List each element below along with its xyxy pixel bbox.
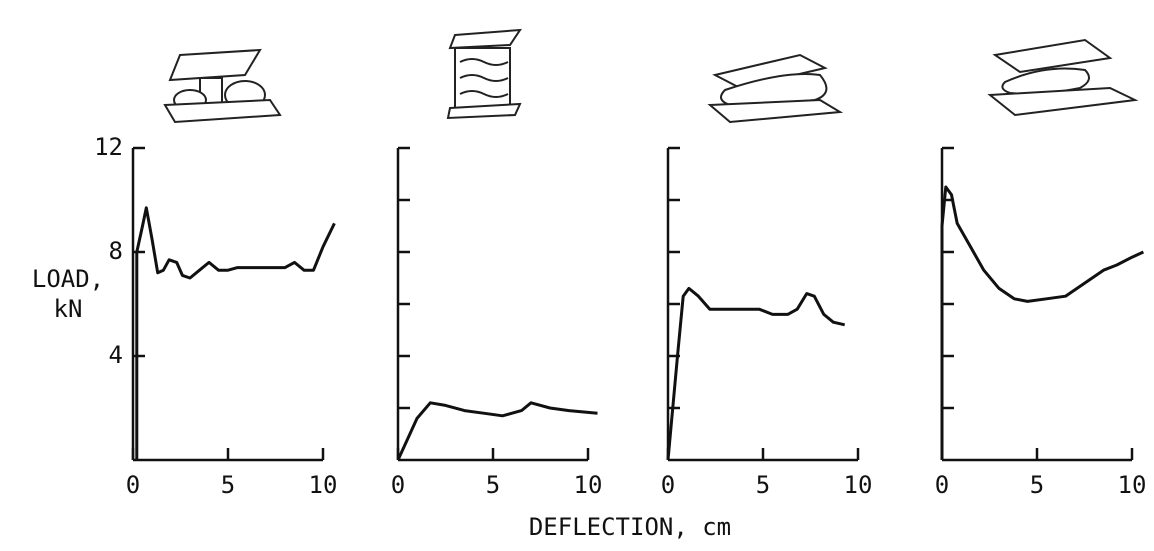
y-axis-label: kN xyxy=(54,295,83,323)
load-curve xyxy=(666,286,846,461)
x-tick-label: 10 xyxy=(574,471,603,499)
x-tick-label: 10 xyxy=(844,471,873,499)
x-tick-label: 5 xyxy=(486,471,500,499)
y-tick-label: 12 xyxy=(94,133,123,161)
x-tick-label: 5 xyxy=(221,471,235,499)
x-tick-label: 5 xyxy=(1030,471,1044,499)
icon-4 xyxy=(987,38,1139,117)
y-tick-label: 8 xyxy=(109,237,123,265)
x-tick-label: 10 xyxy=(309,471,338,499)
load-curve xyxy=(396,401,598,461)
load-curve xyxy=(135,206,336,460)
load-curve xyxy=(940,185,1145,460)
x-tick-label: 10 xyxy=(1118,471,1147,499)
x-tick-label: 5 xyxy=(756,471,770,499)
x-tick-label: 0 xyxy=(391,471,405,499)
y-tick-label: 4 xyxy=(109,341,123,369)
y-axis-label: LOAD, xyxy=(32,265,104,293)
x-tick-label: 0 xyxy=(661,471,675,499)
x-axis-label: DEFLECTION, cm xyxy=(529,513,731,541)
icon-1 xyxy=(163,48,282,124)
x-tick-label: 0 xyxy=(126,471,140,499)
icon-2 xyxy=(446,28,522,120)
specimen-icons xyxy=(163,28,1139,124)
icon-3 xyxy=(707,53,844,124)
x-tick-label: 0 xyxy=(935,471,949,499)
